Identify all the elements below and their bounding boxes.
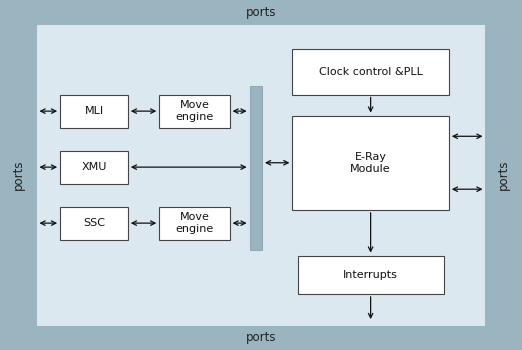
Bar [60, 150, 128, 184]
Bar [60, 206, 128, 240]
Text: Move
engine: Move engine [175, 212, 213, 234]
Bar [0, 326, 522, 350]
Bar [0, 0, 522, 25]
Bar [159, 206, 230, 240]
Bar [485, 0, 522, 350]
Bar [298, 256, 444, 294]
Bar [0, 0, 37, 350]
Bar [60, 94, 128, 128]
Text: ports: ports [497, 160, 510, 190]
Text: MLI: MLI [85, 106, 103, 116]
Text: XMU: XMU [81, 162, 106, 172]
Text: ports: ports [246, 331, 276, 344]
Bar [37, 25, 485, 326]
Bar [250, 86, 262, 250]
Text: SSC: SSC [83, 218, 105, 228]
Text: E-Ray
Module: E-Ray Module [350, 152, 391, 174]
Bar [292, 49, 449, 94]
Text: ports: ports [12, 160, 25, 190]
Text: ports: ports [246, 6, 276, 19]
Text: Clock control &PLL: Clock control &PLL [319, 67, 422, 77]
Bar [292, 116, 449, 210]
Bar [159, 94, 230, 128]
Text: Interrupts: Interrupts [343, 270, 398, 280]
Text: Move
engine: Move engine [175, 100, 213, 122]
